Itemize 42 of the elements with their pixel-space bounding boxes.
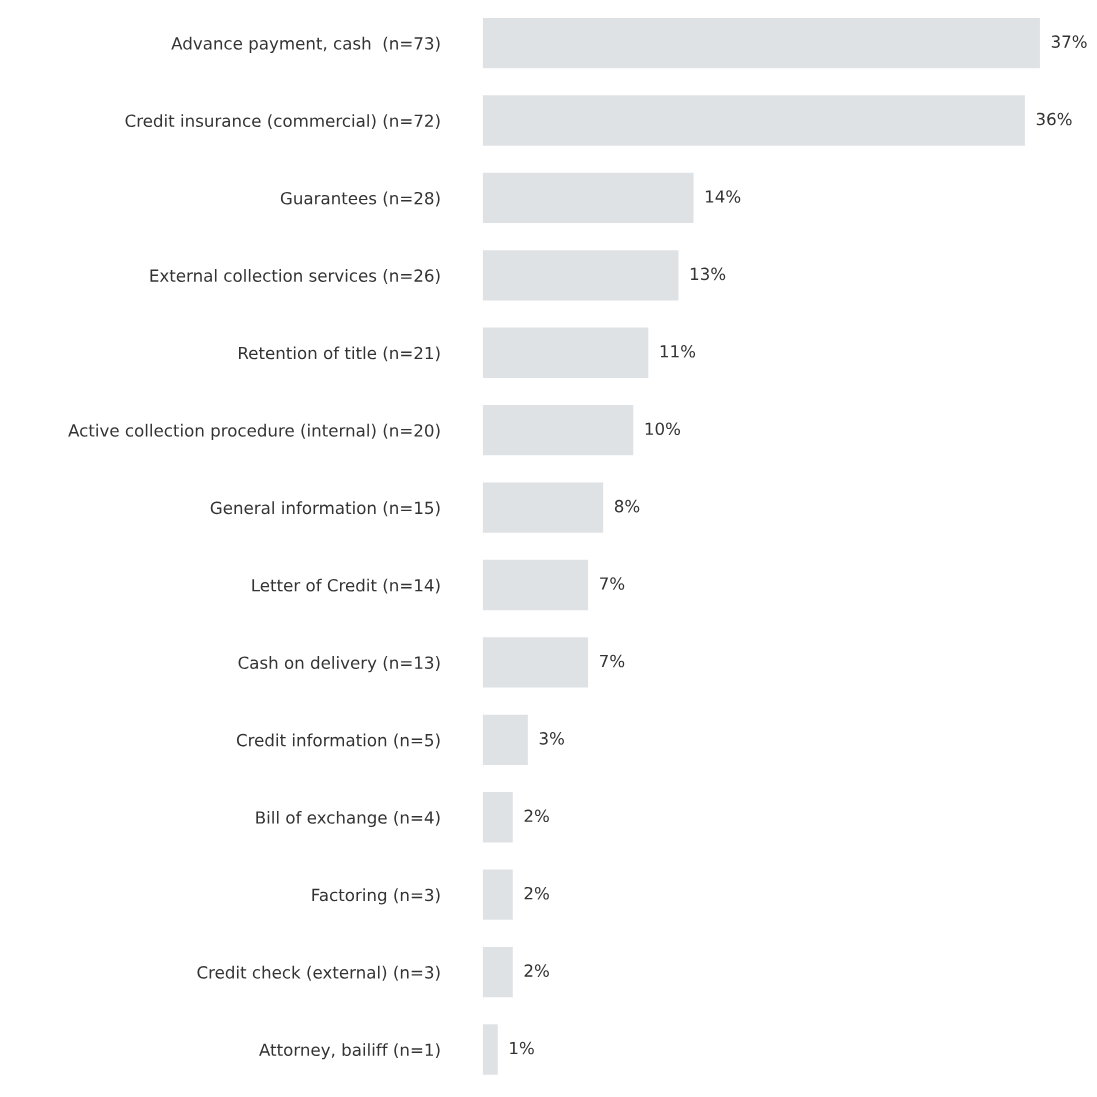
bar: [482, 17, 1040, 69]
y-tick-label: Bill of exchange (n=4): [256, 810, 440, 828]
data-label: 2%: [524, 886, 549, 900]
bar: [482, 172, 694, 224]
data-label: 13%: [690, 267, 726, 281]
y-tick-label: External collection services (n=26): [150, 269, 440, 284]
data-label: 37%: [1051, 35, 1087, 48]
data-label: 14%: [705, 190, 741, 203]
bar: [482, 637, 589, 688]
y-tick-label: Active collection procedure (internal) (n=20): [68, 423, 440, 440]
data-label: 36%: [1036, 112, 1072, 126]
bar: [482, 95, 1025, 146]
bar: [482, 869, 513, 920]
data-label: 7%: [600, 577, 625, 590]
bar: [482, 1024, 498, 1075]
data-label: 11%: [660, 344, 696, 358]
bar: [482, 482, 604, 533]
data-label: 2%: [524, 809, 549, 823]
bar: [482, 327, 649, 378]
data-label: 7%: [600, 654, 625, 668]
y-tick-label: Retention of title (n=21): [239, 346, 440, 362]
data-label: 2%: [524, 964, 549, 977]
y-tick-label: Guarantees (n=28): [280, 191, 440, 207]
bar: [482, 250, 679, 301]
y-tick-label: Factoring (n=3): [312, 888, 440, 905]
y-tick-label: Credit insurance (commercial) (n=72): [125, 114, 440, 130]
y-tick-label: Cash on delivery (n=13): [238, 656, 440, 673]
y-tick-label: General information (n=15): [210, 501, 440, 517]
y-tick-label: Letter of Credit (n=14): [252, 578, 440, 594]
bar: [482, 946, 513, 998]
y-tick-label: Credit check (external) (n=3): [197, 965, 440, 981]
data-label: 10%: [645, 422, 681, 436]
y-tick-label: Attorney, bailiff (n=1): [259, 1043, 440, 1060]
bar: [482, 559, 589, 611]
data-label: 3%: [539, 732, 564, 745]
bar: [482, 792, 513, 843]
data-label: 8%: [614, 499, 640, 513]
y-tick-label: Credit information (n=5): [236, 733, 440, 749]
y-tick-label: Advance payment, cash (n=73): [171, 36, 440, 53]
bar: [482, 714, 528, 766]
bar: [482, 405, 634, 456]
data-label: 1%: [510, 1041, 534, 1055]
